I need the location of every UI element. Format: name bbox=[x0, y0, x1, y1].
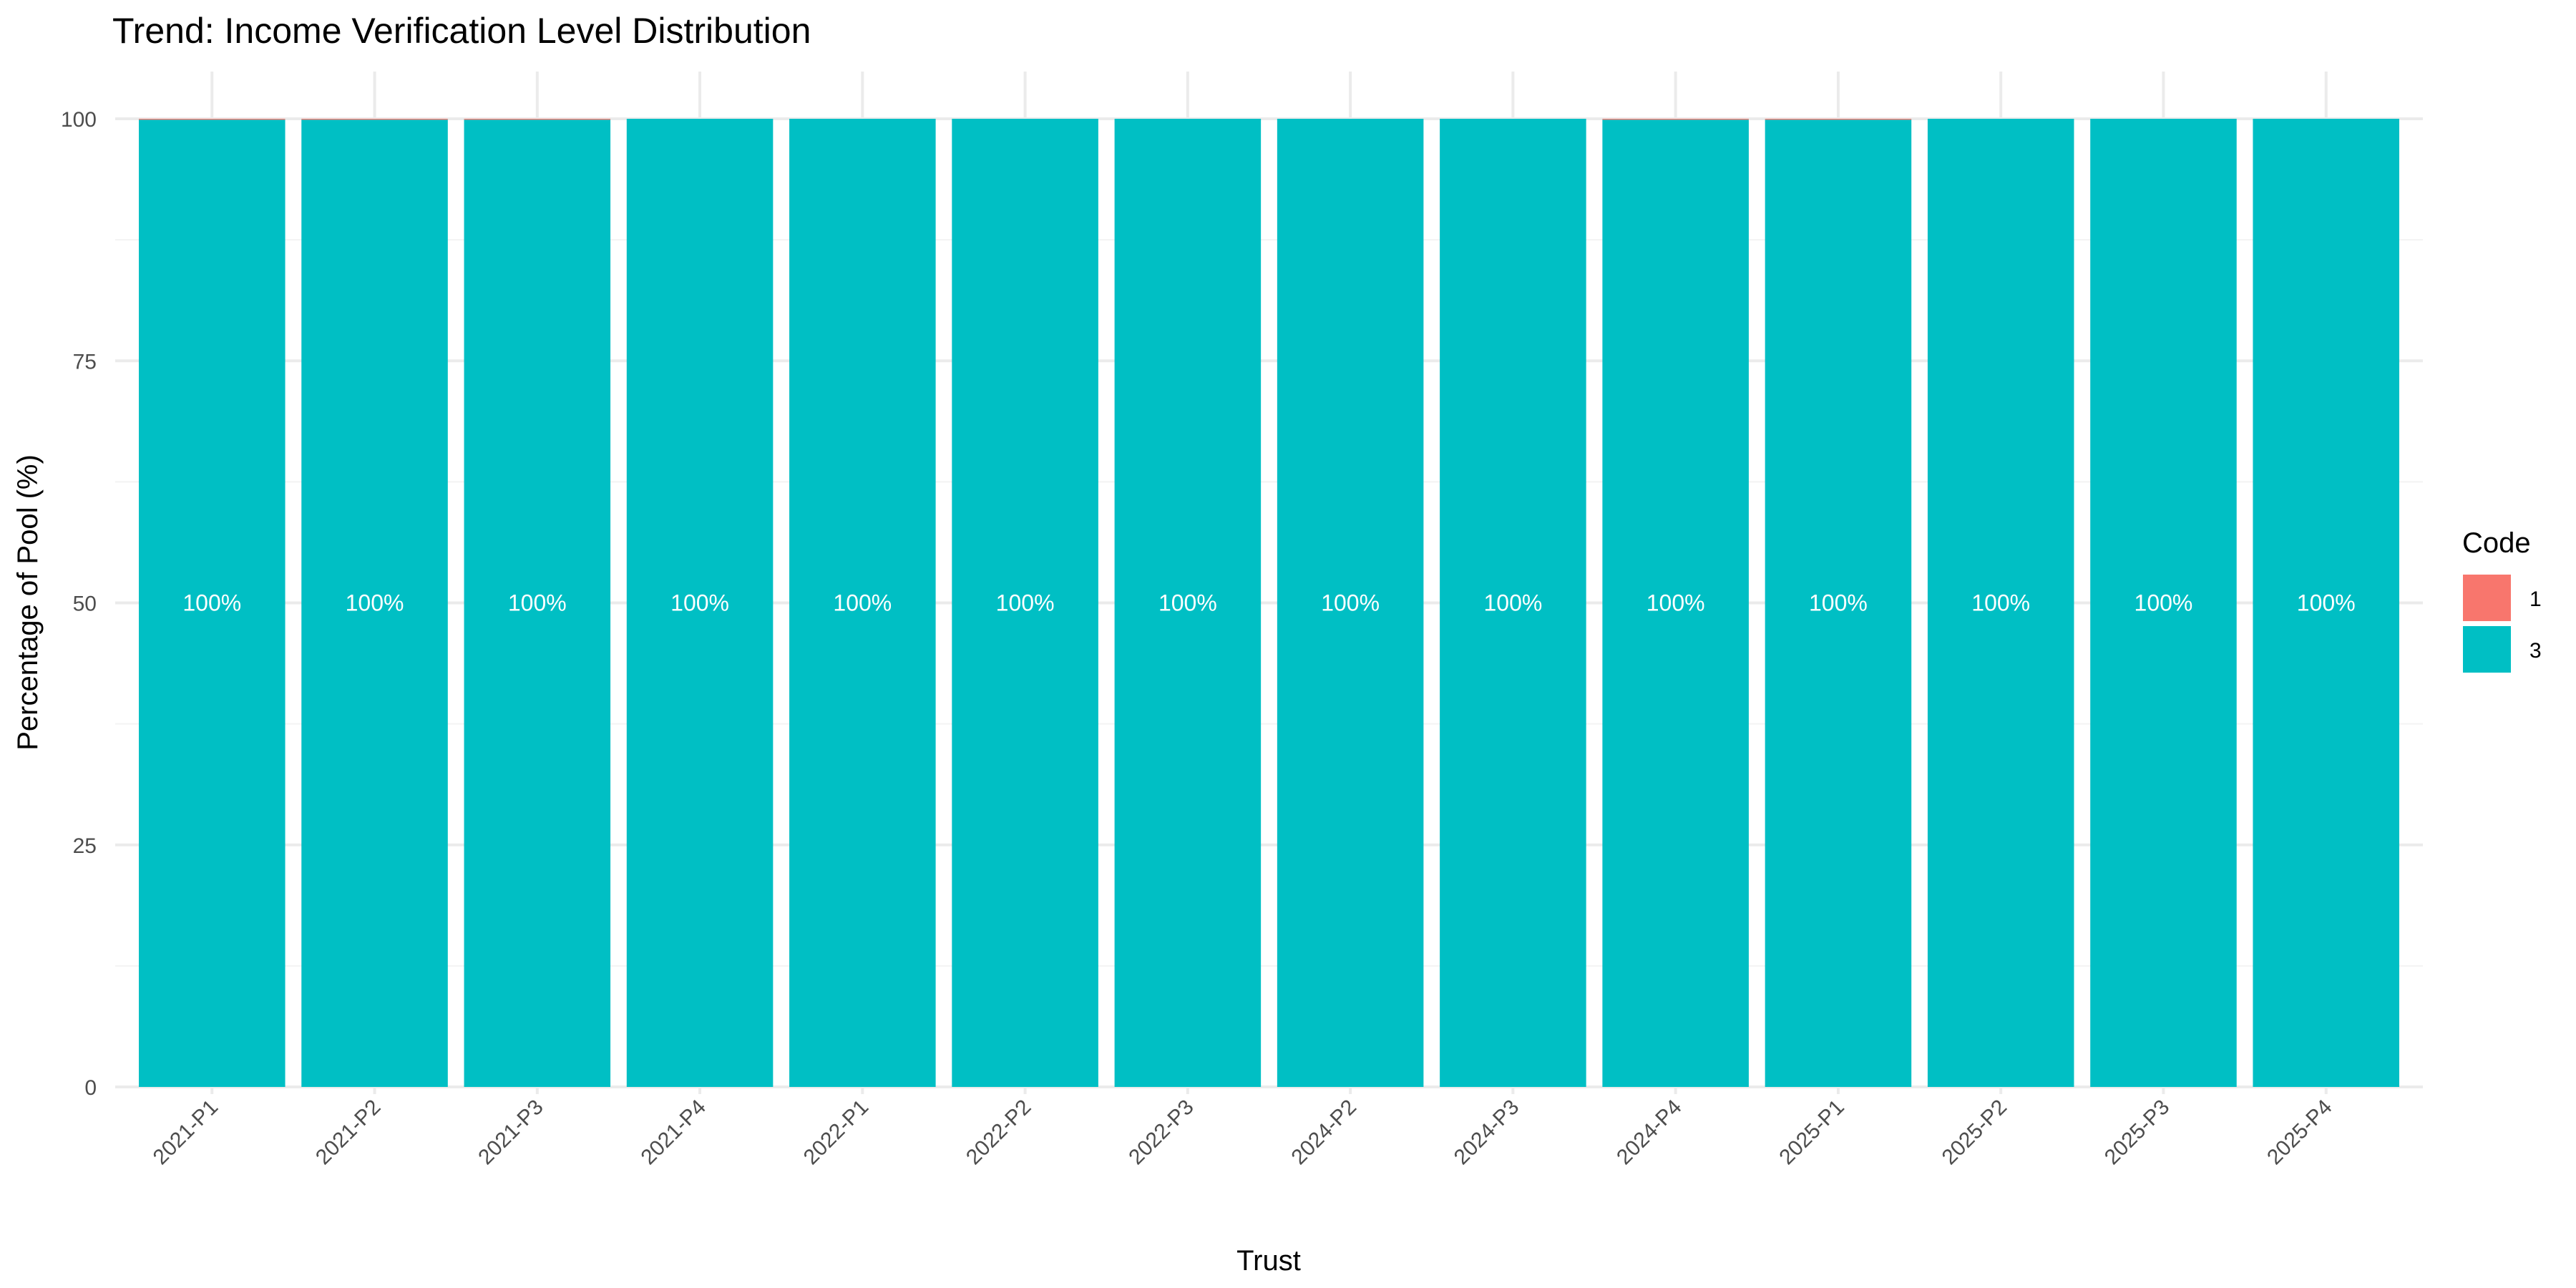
y-axis-title: Percentage of Pool (%) bbox=[12, 454, 44, 751]
x-tick-label: 2025-P4 bbox=[2263, 1096, 2337, 1170]
data-label: 100% bbox=[1971, 590, 2030, 616]
legend-label: 3 bbox=[2529, 639, 2542, 663]
data-labels: 100% 100% 100% 100% 100% 100% 100% 100% 100% 100%… bbox=[182, 590, 2355, 616]
data-label: 100% bbox=[670, 590, 729, 616]
y-tick-label: 50 bbox=[73, 592, 97, 616]
bar-code-3 bbox=[301, 119, 448, 1087]
legend-key-1 bbox=[2463, 575, 2511, 621]
y-tick-label: 75 bbox=[73, 350, 97, 374]
bar-code-3 bbox=[464, 119, 611, 1087]
data-label: 100% bbox=[1646, 590, 1705, 616]
bar-code-3 bbox=[1765, 119, 1912, 1087]
x-tick-label: 2022-P1 bbox=[799, 1096, 874, 1170]
x-tick-label: 2024-P2 bbox=[1287, 1096, 1362, 1170]
y-tick-label: 25 bbox=[73, 834, 97, 858]
data-label: 100% bbox=[996, 590, 1055, 616]
data-label: 100% bbox=[1483, 590, 1542, 616]
bar-code-3 bbox=[626, 119, 774, 1087]
bar-code-3 bbox=[1114, 119, 1262, 1087]
y-tick-label: 0 bbox=[84, 1076, 97, 1100]
bar-code-3 bbox=[2253, 119, 2399, 1087]
data-label: 100% bbox=[1809, 590, 1868, 616]
x-tick-label: 2021-P4 bbox=[636, 1096, 711, 1170]
x-tick-label: 2024-P3 bbox=[1450, 1096, 1524, 1170]
data-label: 100% bbox=[182, 590, 241, 616]
x-tick-label: 2024-P4 bbox=[1612, 1096, 1687, 1170]
legend-label: 1 bbox=[2529, 587, 2542, 611]
chart-title: Trend: Income Verification Level Distrib… bbox=[112, 11, 811, 51]
x-tick-label: 2021-P2 bbox=[311, 1096, 386, 1170]
bar-code-3 bbox=[1440, 119, 1586, 1087]
bar-code-3 bbox=[952, 119, 1098, 1087]
x-tick-label: 2022-P2 bbox=[962, 1096, 1036, 1170]
y-axis: 0 25 50 75 100 bbox=[61, 108, 97, 1100]
x-axis-title: Trust bbox=[1236, 1245, 1301, 1277]
x-axis: 2021-P1 2021-P2 2021-P3 2021-P4 2022-P1 2022-… bbox=[149, 1096, 2337, 1170]
data-label: 100% bbox=[346, 590, 404, 616]
bar-code-3 bbox=[1927, 119, 2074, 1087]
bars bbox=[139, 119, 2399, 1087]
x-tick-label: 2021-P3 bbox=[474, 1096, 548, 1170]
bar-code-3 bbox=[1277, 119, 1424, 1087]
bar-code-3 bbox=[139, 119, 286, 1087]
grid bbox=[115, 72, 2423, 1094]
data-label: 100% bbox=[508, 590, 567, 616]
x-tick-label: 2025-P3 bbox=[2100, 1096, 2175, 1170]
bar-code-3 bbox=[1602, 119, 1749, 1087]
data-label: 100% bbox=[1321, 590, 1380, 616]
data-label: 100% bbox=[1158, 590, 1217, 616]
data-label: 100% bbox=[833, 590, 892, 616]
data-label: 100% bbox=[2297, 590, 2356, 616]
data-label: 100% bbox=[2135, 590, 2193, 616]
x-tick-label: 2021-P1 bbox=[149, 1096, 223, 1170]
x-tick-label: 2025-P2 bbox=[1938, 1096, 2012, 1170]
x-tick-label: 2025-P1 bbox=[1775, 1096, 1849, 1170]
bar-code-3 bbox=[2090, 119, 2237, 1087]
legend-title: Code bbox=[2462, 527, 2531, 559]
bar-code-3 bbox=[789, 119, 936, 1087]
x-tick-label: 2022-P3 bbox=[1124, 1096, 1199, 1170]
y-tick-label: 100 bbox=[61, 108, 97, 132]
legend: Code 1 3 bbox=[2462, 527, 2542, 673]
legend-key-3 bbox=[2463, 626, 2511, 673]
